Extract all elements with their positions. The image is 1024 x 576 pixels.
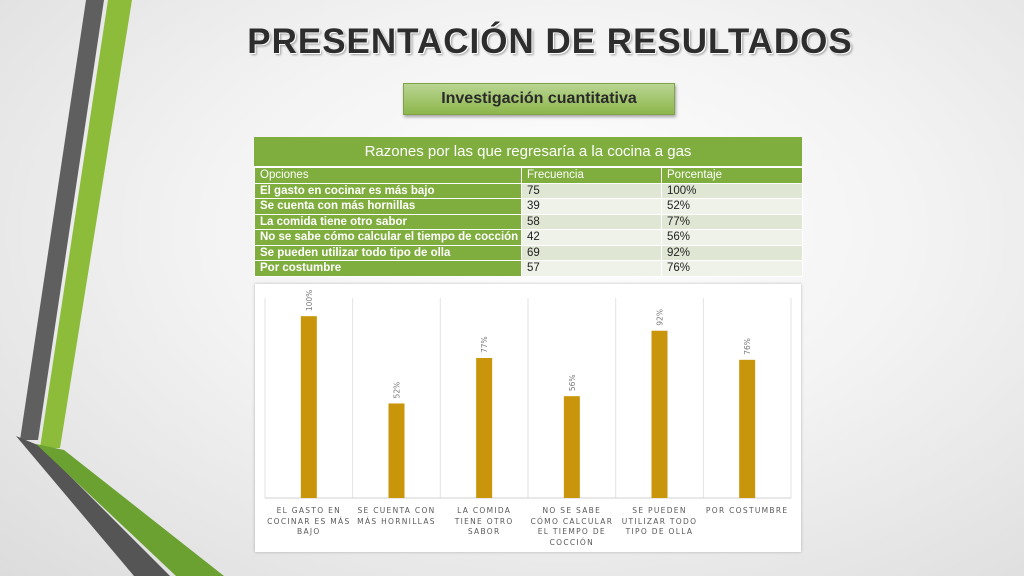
cell-option: La comida tiene otro sabor bbox=[254, 213, 522, 230]
chart-bar bbox=[476, 358, 493, 498]
bar-chart: 100% 52% 77% 56% 92% 76% EL GASTO EN COCINAR … bbox=[255, 284, 801, 552]
category-label: EL GASTO EN COCINAR ES MÁS BAJO bbox=[267, 506, 351, 536]
cell-option: No se sabe cómo calcular el tiempo de co… bbox=[254, 229, 522, 246]
data-label: 77% bbox=[480, 336, 489, 353]
data-label: 92% bbox=[656, 309, 665, 326]
cell-frequency: 58 bbox=[521, 213, 662, 230]
table-title: Razones por las que regresaría a la coci… bbox=[254, 137, 802, 167]
table-row: Se pueden utilizar todo tipo de olla 69 … bbox=[254, 244, 803, 261]
cell-frequency: 57 bbox=[521, 260, 662, 277]
cell-option: Se pueden utilizar todo tipo de olla bbox=[254, 244, 522, 261]
table-row: Se cuenta con más hornillas 39 52% bbox=[254, 198, 803, 215]
data-label: 56% bbox=[568, 375, 577, 392]
cell-frequency: 75 bbox=[521, 182, 662, 199]
cell-frequency: 69 bbox=[521, 244, 662, 261]
chart-bar bbox=[388, 403, 405, 498]
gray-stripe-upper bbox=[20, 0, 104, 440]
gray-stripe-lower bbox=[16, 436, 170, 576]
chart-bar bbox=[300, 316, 317, 498]
cell-frequency: 39 bbox=[521, 198, 662, 215]
cell-option: El gasto en cocinar es más bajo bbox=[254, 182, 522, 199]
table-row: Por costumbre 57 76% bbox=[254, 260, 803, 277]
cell-frequency: 42 bbox=[521, 229, 662, 246]
results-table: Razones por las que regresaría a la coci… bbox=[254, 137, 803, 277]
table-header-row: Opciones Frecuencia Porcentaje bbox=[254, 167, 803, 184]
chart-bar bbox=[563, 396, 580, 498]
cell-percentage: 52% bbox=[661, 198, 803, 215]
data-label: 52% bbox=[393, 382, 402, 399]
header-frecuencia: Frecuencia bbox=[521, 167, 662, 184]
cell-percentage: 92% bbox=[661, 244, 803, 261]
chart-bar bbox=[739, 359, 756, 498]
cell-option: Por costumbre bbox=[254, 260, 522, 277]
slide-subtitle: Investigación cuantitativa bbox=[441, 90, 637, 107]
header-porcentaje: Porcentaje bbox=[661, 167, 803, 184]
table-row: El gasto en cocinar es más bajo 75 100% bbox=[254, 182, 803, 199]
data-label: 76% bbox=[743, 338, 752, 355]
cell-percentage: 100% bbox=[661, 182, 803, 199]
data-label: 100% bbox=[305, 290, 314, 311]
chart-bar bbox=[651, 330, 668, 498]
header-opciones: Opciones bbox=[254, 167, 522, 184]
category-label: POR COSTUMBRE bbox=[705, 506, 789, 515]
cell-percentage: 76% bbox=[661, 260, 803, 277]
slide-title: PRESENTACIÓN DE RESULTADOS bbox=[247, 22, 853, 61]
table-row: La comida tiene otro sabor 58 77% bbox=[254, 213, 803, 230]
category-label: NO SE SABE CÓMO CALCULAR EL TIEMPO DE CO… bbox=[530, 506, 614, 547]
subtitle-box: Investigación cuantitativa bbox=[403, 83, 675, 115]
category-label: LA COMIDA TIENE OTRO SABOR bbox=[454, 506, 514, 536]
green-stripe-upper bbox=[40, 0, 132, 448]
cell-percentage: 56% bbox=[661, 229, 803, 246]
cell-percentage: 77% bbox=[661, 213, 803, 230]
cell-option: Se cuenta con más hornillas bbox=[254, 198, 522, 215]
green-stripe-lower bbox=[36, 444, 224, 576]
bar-chart-plot: 100% 52% 77% 56% 92% 76% bbox=[264, 290, 792, 499]
category-label: SE PUEDEN UTILIZAR TODO TIPO DE OLLA bbox=[621, 506, 698, 536]
table-row: No se sabe cómo calcular el tiempo de co… bbox=[254, 229, 803, 246]
category-label: SE CUENTA CON MÁS HORNILLAS bbox=[357, 506, 436, 526]
